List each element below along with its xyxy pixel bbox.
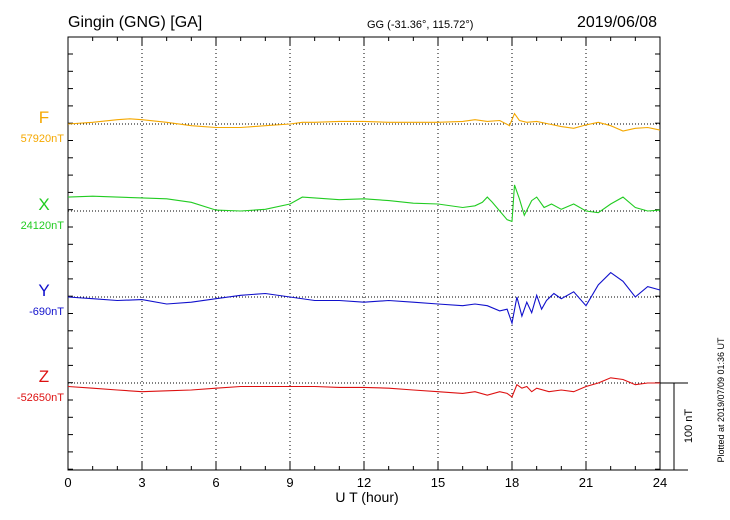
baseline-value-z: -52650nT [17, 392, 64, 404]
x-tick-label: 21 [579, 475, 593, 490]
x-tick-label: 18 [505, 475, 519, 490]
x-tick-labels: 0 3 6 9 12 15 18 21 24 [64, 475, 667, 490]
x-tick-label: 12 [357, 475, 371, 490]
x-tick-label: 9 [286, 475, 293, 490]
baseline-value-y: -690nT [29, 306, 64, 318]
station-title: Gingin (GNG) [GA] [68, 14, 202, 31]
vertical-grid [141, 37, 587, 470]
series-line-x [67, 184, 661, 223]
baseline-value-f: 57920nT [21, 133, 65, 145]
component-label-x: X [38, 195, 49, 214]
series-group: F 57920nT X 24120nT Y -690nT Z -52650nT [17, 108, 661, 404]
axis-ticks [67, 37, 661, 470]
scale-bar-label: 100 nT [683, 409, 695, 444]
date-label: 2019/06/08 [577, 14, 657, 31]
plotted-timestamp: Plotted at 2019/07/09 01:36 UT [716, 337, 726, 463]
x-axis-title: U T (hour) [335, 489, 398, 505]
x-tick-label: 24 [653, 475, 667, 490]
x-tick-label: 6 [212, 475, 219, 490]
component-label-f: F [39, 108, 49, 127]
series-line-z [67, 377, 660, 398]
baseline-value-x: 24120nT [21, 220, 65, 232]
coordinates-label: GG (-31.36°, 115.72°) [367, 19, 473, 31]
series-line-f [67, 112, 661, 132]
component-label-z: Z [39, 367, 49, 386]
component-label-y: Y [38, 281, 49, 300]
scale-bar: 100 nT [660, 382, 695, 471]
x-tick-label: 0 [64, 475, 71, 490]
x-tick-label: 3 [138, 475, 145, 490]
x-tick-label: 15 [431, 475, 445, 490]
series-line-y [67, 271, 661, 326]
